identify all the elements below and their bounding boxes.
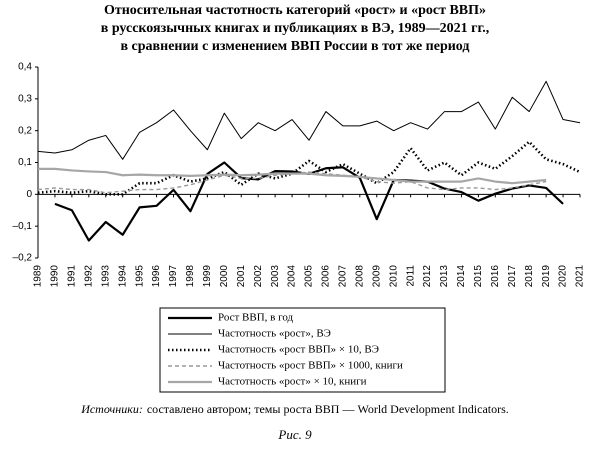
legend-label: Рост ВВП, в год bbox=[218, 312, 294, 324]
x-tick-label: 2021 bbox=[575, 265, 586, 288]
x-tick-label: 1997 bbox=[168, 265, 179, 288]
source: Источники: составлено автором; темы роста… bbox=[80, 402, 509, 416]
x-tick-label: 2006 bbox=[321, 265, 332, 288]
x-tick-label: 1999 bbox=[202, 265, 213, 288]
source-text: составлено автором; темы роста ВВП — Wor… bbox=[147, 402, 509, 416]
x-tick-label: 1996 bbox=[151, 265, 162, 288]
x-tick-label: 1989 bbox=[33, 265, 44, 288]
y-tick-label: –0,2 bbox=[13, 253, 33, 264]
legend-box bbox=[159, 307, 446, 393]
x-tick-label: 2007 bbox=[338, 265, 349, 288]
x-tick-label: 2005 bbox=[304, 265, 315, 288]
series-line bbox=[37, 171, 547, 194]
x-tick-label: 2018 bbox=[524, 265, 535, 288]
y-tick-label: 0,1 bbox=[18, 157, 32, 168]
y-tick-label: 0 bbox=[26, 189, 32, 200]
x-tick-label: 2003 bbox=[270, 265, 281, 288]
x-tick-label: 2015 bbox=[473, 265, 484, 288]
x-tick-label: 2009 bbox=[371, 265, 382, 288]
caption: Рис. 9 bbox=[277, 427, 312, 442]
legend-label: Частотность «рост ВВП» × 10, ВЭ bbox=[218, 344, 379, 356]
series-line bbox=[37, 80, 581, 160]
x-tick-label: 2020 bbox=[558, 265, 569, 288]
x-tick-label: 2016 bbox=[490, 265, 501, 288]
x-tick-label: 1990 bbox=[50, 265, 61, 288]
x-tick-label: 2019 bbox=[541, 265, 552, 288]
x-tick-label: 1993 bbox=[100, 265, 111, 288]
legend-label: Частотность «рост», ВЭ bbox=[218, 328, 331, 340]
chart-title: Относительная частотность категорий «рос… bbox=[104, 3, 486, 18]
chart-title: в сравнении с изменением ВВП России в то… bbox=[121, 39, 470, 54]
y-tick-label: 0,3 bbox=[18, 93, 32, 104]
x-tick-label: 2011 bbox=[405, 265, 416, 287]
x-tick-label: 2014 bbox=[456, 265, 467, 288]
chart-title: в русскоязычных книгах и публикациях в В… bbox=[101, 21, 489, 36]
x-tick-label: 2004 bbox=[287, 265, 298, 288]
x-tick-label: 2017 bbox=[507, 265, 518, 288]
series-line bbox=[37, 140, 581, 196]
series-line bbox=[38, 167, 547, 185]
x-tick-label: 2001 bbox=[236, 265, 247, 288]
x-tick-label: 1994 bbox=[117, 265, 128, 288]
y-tick-label: 0,2 bbox=[18, 125, 32, 136]
x-tick-label: 1992 bbox=[83, 265, 94, 288]
y-tick-label: –0,1 bbox=[13, 221, 33, 232]
x-tick-label: 1991 bbox=[67, 265, 78, 288]
x-tick-label: 2010 bbox=[388, 265, 399, 288]
x-tick-label: 2000 bbox=[219, 265, 230, 288]
y-tick-label: 0,4 bbox=[18, 62, 32, 73]
x-tick-label: 1998 bbox=[185, 265, 196, 288]
x-tick-label: 2012 bbox=[422, 265, 433, 288]
legend-label: Частотность «рост» × 10, книги bbox=[218, 376, 367, 388]
x-tick-label: 1995 bbox=[134, 265, 145, 288]
x-tick-label: 2002 bbox=[253, 265, 264, 288]
x-tick-label: 2013 bbox=[439, 265, 450, 288]
source-label: Источники: bbox=[80, 402, 143, 416]
x-tick-label: 2008 bbox=[354, 265, 365, 288]
legend-label: Частотность «рост ВВП» × 1000, книги bbox=[218, 360, 403, 372]
